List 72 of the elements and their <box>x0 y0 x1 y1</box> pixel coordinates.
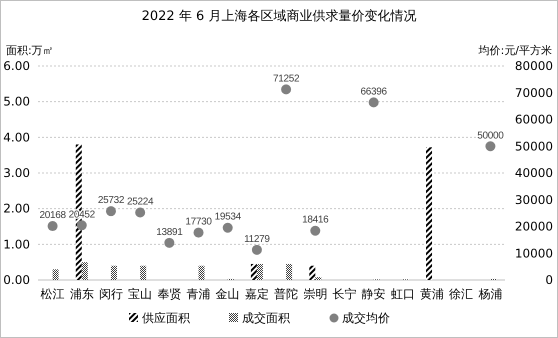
bar <box>250 264 257 280</box>
point <box>48 221 58 232</box>
x-tick-label: 普陀 <box>274 287 298 301</box>
bar <box>110 266 117 280</box>
y2-tick-label: 30000 <box>514 192 553 207</box>
x-tick-label: 金山 <box>216 287 240 301</box>
x-tick-label: 宝山 <box>128 287 152 301</box>
y-tick-label: 2.00 <box>3 202 30 216</box>
x-tick-label: 崇明 <box>303 287 328 301</box>
y-tick-label: 1.00 <box>3 237 30 252</box>
y2-tick-label: 0 <box>545 273 553 287</box>
y2-tick-label: 10000 <box>514 246 553 260</box>
legend-label: 成交面积 <box>242 311 290 325</box>
point <box>368 97 379 108</box>
data-label: 19534 <box>214 212 242 223</box>
y-tick-label: 5.00 <box>3 94 30 109</box>
legend-label: 供应面积 <box>142 311 190 325</box>
x-tick-label: 奉贤 <box>157 287 182 301</box>
point <box>194 228 204 238</box>
data-label: 11279 <box>244 234 270 245</box>
y-axis-title: 面积:万㎡ <box>6 44 54 57</box>
point <box>252 244 262 255</box>
y2-tick-label: 60000 <box>514 112 553 126</box>
y-tick-label: 6.00 <box>3 59 30 73</box>
data-label: 13891 <box>156 226 184 238</box>
data-label: 50000 <box>477 130 504 142</box>
point <box>310 226 320 236</box>
x-tick-label: 青浦 <box>186 287 211 301</box>
bar <box>286 264 292 280</box>
data-label: 18416 <box>302 214 330 226</box>
y-tick-label: 4.00 <box>3 130 30 144</box>
y-tick-label: 3.00 <box>3 166 30 180</box>
chart-title: 2022 年 6 月上海各区域商业供求量价变化情况 <box>142 9 416 24</box>
data-label: 25224 <box>127 196 154 208</box>
point <box>135 208 146 218</box>
y2-tick-label: 70000 <box>514 86 553 100</box>
data-label: 66396 <box>360 86 388 98</box>
x-tick-label: 徐汇 <box>449 287 474 301</box>
x-tick-label: 长宁 <box>332 287 356 301</box>
data-label: 20168 <box>39 210 66 222</box>
point <box>164 238 174 248</box>
data-label: 25732 <box>98 195 125 206</box>
bar <box>140 266 146 280</box>
bar <box>315 277 322 280</box>
bar <box>426 147 432 280</box>
y2-axis-title: 均价:元/平方米 <box>478 44 552 57</box>
bar <box>82 262 88 280</box>
point <box>76 220 87 230</box>
y2-tick-label: 20000 <box>514 220 553 234</box>
y2-tick-label: 80000 <box>514 59 553 73</box>
x-tick-label: 松江 <box>40 287 65 301</box>
bar <box>256 264 263 280</box>
x-tick-label: 嘉定 <box>244 287 269 301</box>
y-tick-label: 0.00 <box>3 273 30 287</box>
bar <box>309 266 316 280</box>
y2-tick-label: 50000 <box>514 139 553 154</box>
point <box>281 84 292 94</box>
y2-tick-label: 40000 <box>514 166 553 180</box>
legend-label: 成交均价 <box>342 311 390 325</box>
x-tick-label: 浦东 <box>70 287 94 301</box>
point <box>222 222 233 233</box>
x-tick-label: 杨浦 <box>477 287 502 301</box>
data-label: 17730 <box>185 216 212 228</box>
bar <box>52 269 59 280</box>
x-tick-label: 虹口 <box>390 287 415 301</box>
data-label: 71252 <box>272 73 300 84</box>
point <box>106 206 116 216</box>
x-tick-label: 闵行 <box>98 287 123 301</box>
point <box>485 141 496 152</box>
x-tick-label: 黄浦 <box>420 287 444 301</box>
x-tick-label: 静安 <box>362 287 386 301</box>
bar <box>198 266 205 280</box>
